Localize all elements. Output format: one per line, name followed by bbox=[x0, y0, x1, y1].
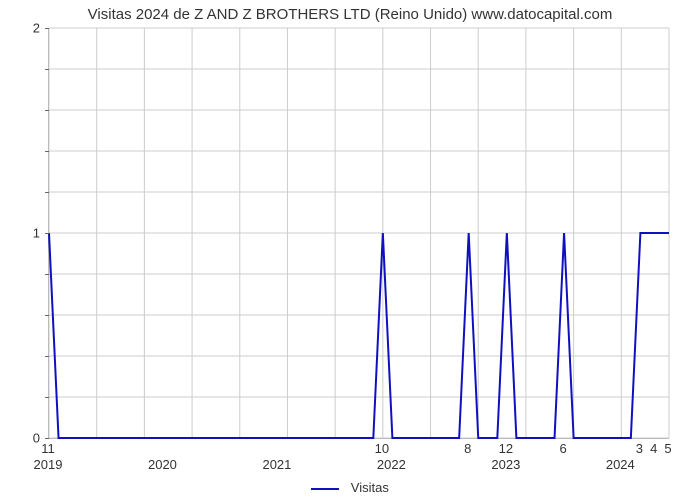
x-year-tick-label: 2022 bbox=[377, 457, 406, 472]
plot-area bbox=[48, 28, 669, 439]
y-tick-label: 0 bbox=[10, 431, 40, 446]
x-year-tick-label: 2019 bbox=[34, 457, 63, 472]
x-axis-value-labels: 11108126345 bbox=[48, 441, 668, 457]
legend-label: Visitas bbox=[351, 480, 389, 495]
x-year-tick-label: 2023 bbox=[491, 457, 520, 472]
x-value-tick-label: 10 bbox=[375, 441, 389, 456]
x-year-tick-label: 2024 bbox=[606, 457, 635, 472]
x-value-tick-label: 3 bbox=[636, 441, 643, 456]
x-value-tick-label: 12 bbox=[499, 441, 513, 456]
series-line bbox=[49, 28, 669, 438]
x-year-tick-label: 2021 bbox=[262, 457, 291, 472]
y-tick-label: 1 bbox=[10, 226, 40, 241]
legend-swatch bbox=[311, 488, 339, 490]
y-axis-labels: 012 bbox=[0, 28, 48, 438]
x-value-tick-label: 6 bbox=[559, 441, 566, 456]
y-tick-label: 2 bbox=[10, 21, 40, 36]
legend: Visitas bbox=[0, 480, 700, 495]
x-axis-year-labels: 201920202021202220232024 bbox=[48, 457, 668, 473]
chart-title: Visitas 2024 de Z AND Z BROTHERS LTD (Re… bbox=[0, 6, 700, 23]
x-value-tick-label: 11 bbox=[41, 441, 55, 456]
x-year-tick-label: 2020 bbox=[148, 457, 177, 472]
x-value-tick-label: 8 bbox=[464, 441, 471, 456]
x-value-tick-label: 5 bbox=[664, 441, 671, 456]
x-value-tick-label: 4 bbox=[650, 441, 657, 456]
